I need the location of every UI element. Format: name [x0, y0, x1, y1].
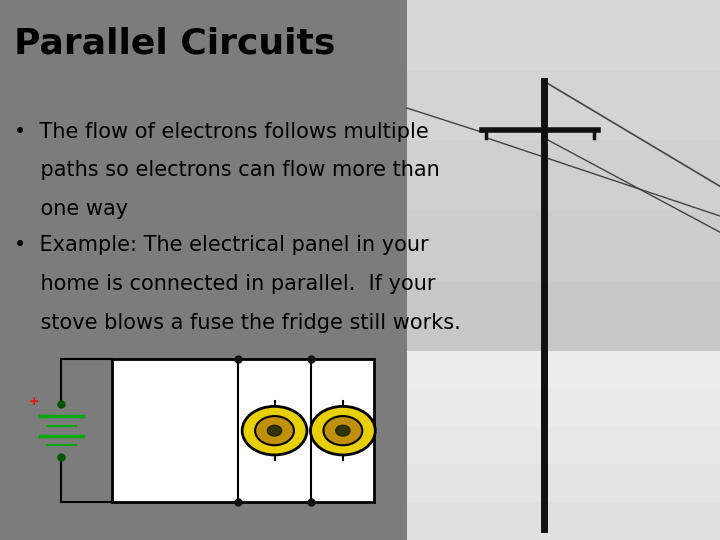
Bar: [407, 0, 720, 70]
Circle shape: [310, 406, 375, 455]
Bar: [0, 0, 407, 540]
Text: Parallel Circuits: Parallel Circuits: [14, 27, 336, 61]
Bar: [407, 211, 720, 281]
Circle shape: [336, 426, 350, 436]
Text: +: +: [29, 395, 39, 408]
Bar: [407, 140, 720, 211]
Text: •  Example: The electrical panel in your: • Example: The electrical panel in your: [14, 235, 429, 255]
Circle shape: [267, 426, 282, 436]
Bar: [407, 351, 720, 389]
Circle shape: [323, 416, 362, 445]
Bar: [407, 70, 720, 140]
Text: •  The flow of electrons follows multiple: • The flow of electrons follows multiple: [14, 122, 429, 141]
Bar: [407, 389, 720, 427]
Bar: [407, 281, 720, 351]
Text: stove blows a fuse the fridge still works.: stove blows a fuse the fridge still work…: [14, 313, 461, 333]
Circle shape: [255, 416, 294, 445]
Bar: [112, 359, 374, 502]
Circle shape: [242, 406, 307, 455]
Bar: [407, 502, 720, 540]
Bar: [407, 427, 720, 464]
Text: home is connected in parallel.  If your: home is connected in parallel. If your: [14, 274, 436, 294]
Text: one way: one way: [14, 199, 129, 219]
Bar: [407, 0, 720, 540]
Bar: [407, 464, 720, 502]
Text: paths so electrons can flow more than: paths so electrons can flow more than: [14, 160, 440, 180]
